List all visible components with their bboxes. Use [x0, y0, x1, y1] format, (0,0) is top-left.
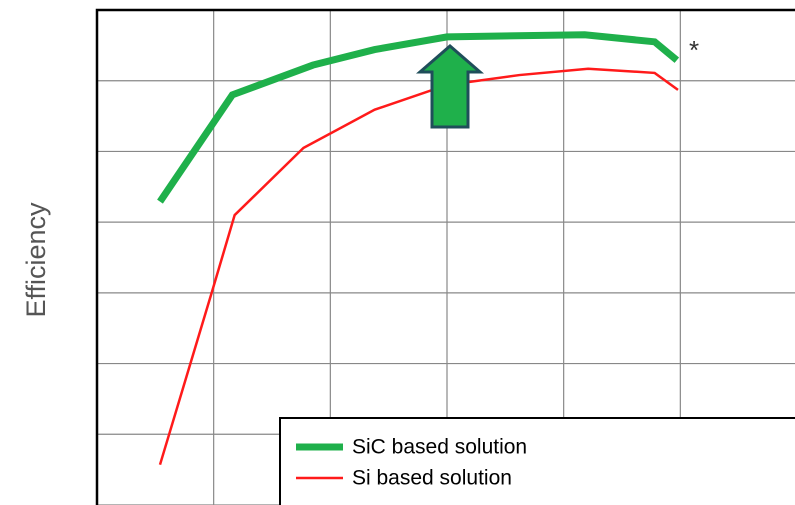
plot-border [95, 8, 795, 505]
legend-label: SiC based solution [352, 436, 527, 459]
legend-box [279, 417, 795, 505]
annotation: * [689, 35, 699, 65]
arrow [415, 44, 485, 129]
series-line [157, 31, 680, 204]
lines [157, 31, 680, 466]
series-line [158, 67, 679, 466]
legend: SiC based solution Si based solution [296, 436, 527, 490]
legend-label: Si based solution [352, 467, 512, 490]
y-axis-label: Efficiency [21, 202, 51, 318]
